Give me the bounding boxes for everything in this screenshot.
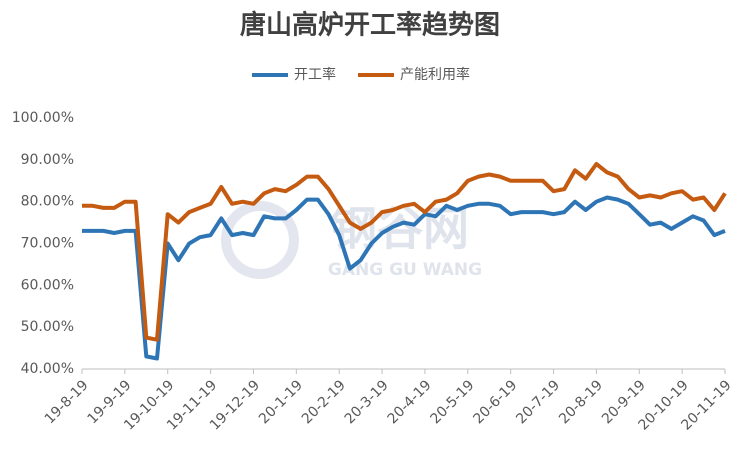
watermark-text: 钢谷网 (331, 202, 469, 256)
line-series (82, 162, 727, 342)
x-tick-label: 20-6-19 (470, 377, 520, 427)
y-tick-label: 60.00% (21, 277, 74, 293)
x-tick-label: 20-3-19 (342, 377, 392, 427)
x-tick-label: 19-8-19 (42, 377, 92, 427)
y-tick-label: 50.00% (21, 319, 74, 335)
y-tick-label: 80.00% (21, 194, 74, 210)
x-tick-label: 20-4-19 (385, 377, 435, 427)
legend-label: 产能利用率 (400, 66, 470, 83)
x-tick-label: 20-5-19 (428, 377, 478, 427)
watermark-subtext: GANG GU WANG (328, 260, 482, 280)
y-tick-label: 40.00% (21, 361, 74, 377)
watermark-logo (221, 201, 299, 279)
y-tick-label: 100.00% (12, 110, 74, 126)
y-tick-label: 70.00% (21, 236, 74, 252)
x-tick-label: 20-8-19 (556, 377, 606, 427)
legend-label: 开工率 (294, 66, 336, 83)
x-tick-label: 20-7-19 (513, 377, 563, 427)
chart-title: 唐山高炉开工率趋势图 (240, 10, 500, 41)
watermark: 钢谷网 GANG GU WANG (221, 201, 482, 280)
line-series (82, 195, 726, 361)
y-tick-label: 90.00% (21, 152, 74, 168)
x-tick-label: 20-1-19 (256, 377, 306, 427)
x-tick-label: 20-2-19 (299, 377, 349, 427)
